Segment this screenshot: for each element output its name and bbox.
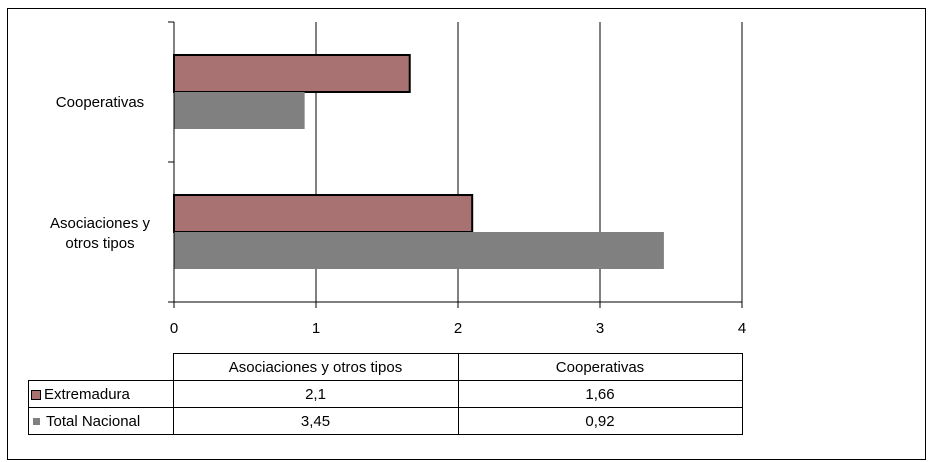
table-header-cell: Asociaciones y otros tipos — [172, 353, 459, 381]
x-tick-label: 3 — [595, 320, 605, 337]
x-tick-label: 4 — [737, 320, 747, 337]
legend-extremadura: Extremadura — [28, 380, 174, 408]
row-label: Extremadura — [44, 385, 130, 403]
category-label-line2: otros tipos — [65, 235, 135, 252]
x-tick-label: 0 — [169, 320, 179, 337]
category-label-cooperativas: Cooperativas — [55, 94, 145, 111]
table-row: Extremadura 2,1 1,66 — [28, 380, 743, 408]
table-cell: 2,1 — [172, 380, 459, 408]
axes — [168, 21, 743, 308]
row-label: Total Nacional — [46, 412, 141, 430]
x-tick-label: 2 — [453, 320, 463, 337]
table-header-row: Asociaciones y otros tipos Cooperativas — [29, 353, 743, 381]
legend-key-extremadura — [31, 389, 41, 400]
bar-total-nacional — [174, 232, 664, 269]
table-corner — [29, 354, 174, 381]
table-cell: 0,92 — [457, 407, 743, 435]
category-label-asociaciones: Asociaciones y otros tipos — [30, 214, 170, 254]
category-label-line1: Asociaciones y — [49, 215, 151, 232]
table-cell: 3,45 — [172, 407, 459, 435]
x-tick-label: 1 — [311, 320, 321, 337]
data-table: Asociaciones y otros tipos Cooperativas … — [28, 353, 743, 435]
table-cell: 1,66 — [457, 380, 743, 408]
table-header-cell: Cooperativas — [457, 353, 743, 381]
bar-total-nacional — [174, 92, 305, 129]
chart-frame — [7, 8, 926, 460]
legend-total-nacional: Total Nacional — [28, 407, 174, 435]
table-row: Total Nacional 3,45 0,92 — [28, 407, 743, 435]
bars — [173, 54, 664, 269]
legend-key-total-nacional — [33, 418, 40, 426]
bar-extremadura — [173, 194, 474, 233]
bar-extremadura — [173, 54, 411, 93]
